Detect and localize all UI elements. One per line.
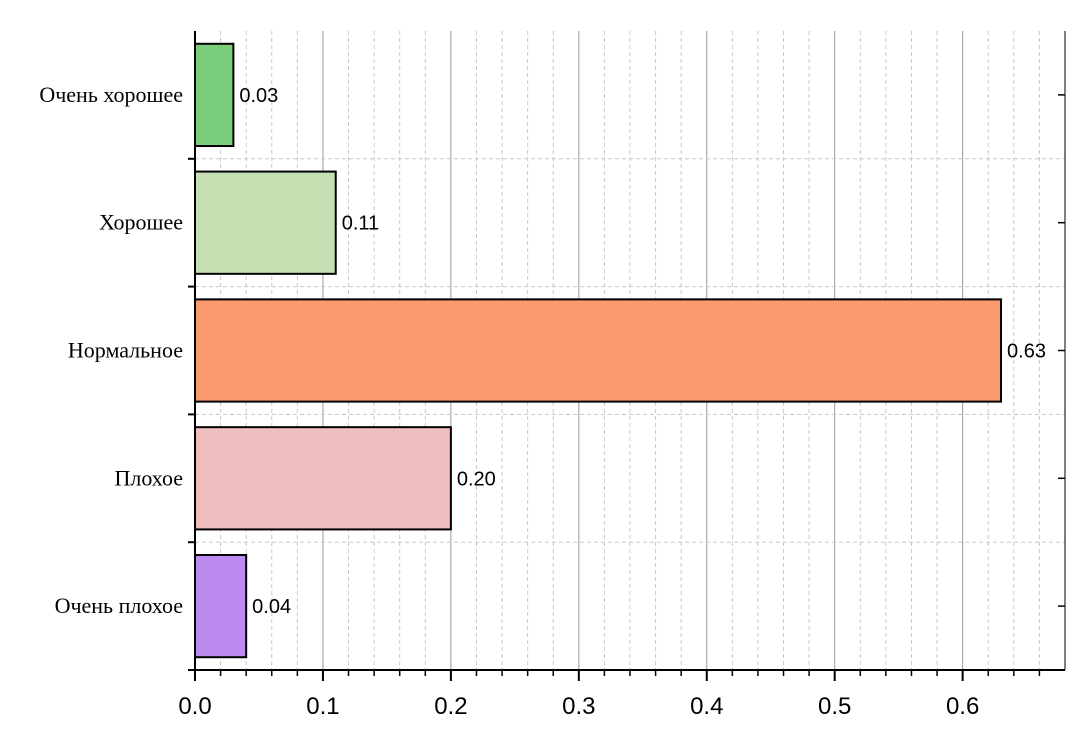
x-tick-label: 0.1 — [306, 693, 339, 720]
category-gridlines — [195, 158, 1065, 543]
category-label: Плохое — [114, 465, 183, 490]
y-axis-ticks — [188, 94, 1065, 671]
minor-gridlines — [220, 31, 1040, 670]
x-tick-label: 0.4 — [690, 693, 723, 720]
bar — [194, 553, 248, 659]
value-labels: 0.03 0.11 0.63 0.20 0.04 — [239, 85, 1046, 618]
x-tick-label: 0.2 — [434, 693, 467, 720]
x-tick-label: 0.0 — [178, 693, 211, 720]
x-tick-label: 0.5 — [818, 693, 851, 720]
x-tick-label: 0.6 — [946, 693, 979, 720]
bar — [194, 298, 1003, 403]
value-label: 0.20 — [457, 468, 496, 490]
bars — [194, 42, 1003, 659]
bar — [194, 42, 235, 148]
category-label: Очень плохое — [55, 593, 183, 618]
value-label: 0.63 — [1007, 341, 1046, 363]
x-axis-ticks: 0.0 0.1 0.2 0.3 0.4 0.5 0.6 — [178, 670, 1041, 720]
value-label: 0.03 — [239, 85, 278, 107]
bar — [194, 170, 337, 275]
category-label: Нормальное — [68, 338, 183, 363]
category-label: Очень хорошее — [39, 82, 183, 107]
value-label: 0.11 — [342, 213, 379, 235]
category-label: Хорошее — [99, 210, 183, 235]
bar — [194, 426, 452, 531]
x-tick-label: 0.3 — [562, 693, 595, 720]
category-labels: Очень хорошее Хорошее Нормальное Плохое Очен… — [39, 82, 183, 618]
value-label: 0.04 — [252, 596, 291, 618]
